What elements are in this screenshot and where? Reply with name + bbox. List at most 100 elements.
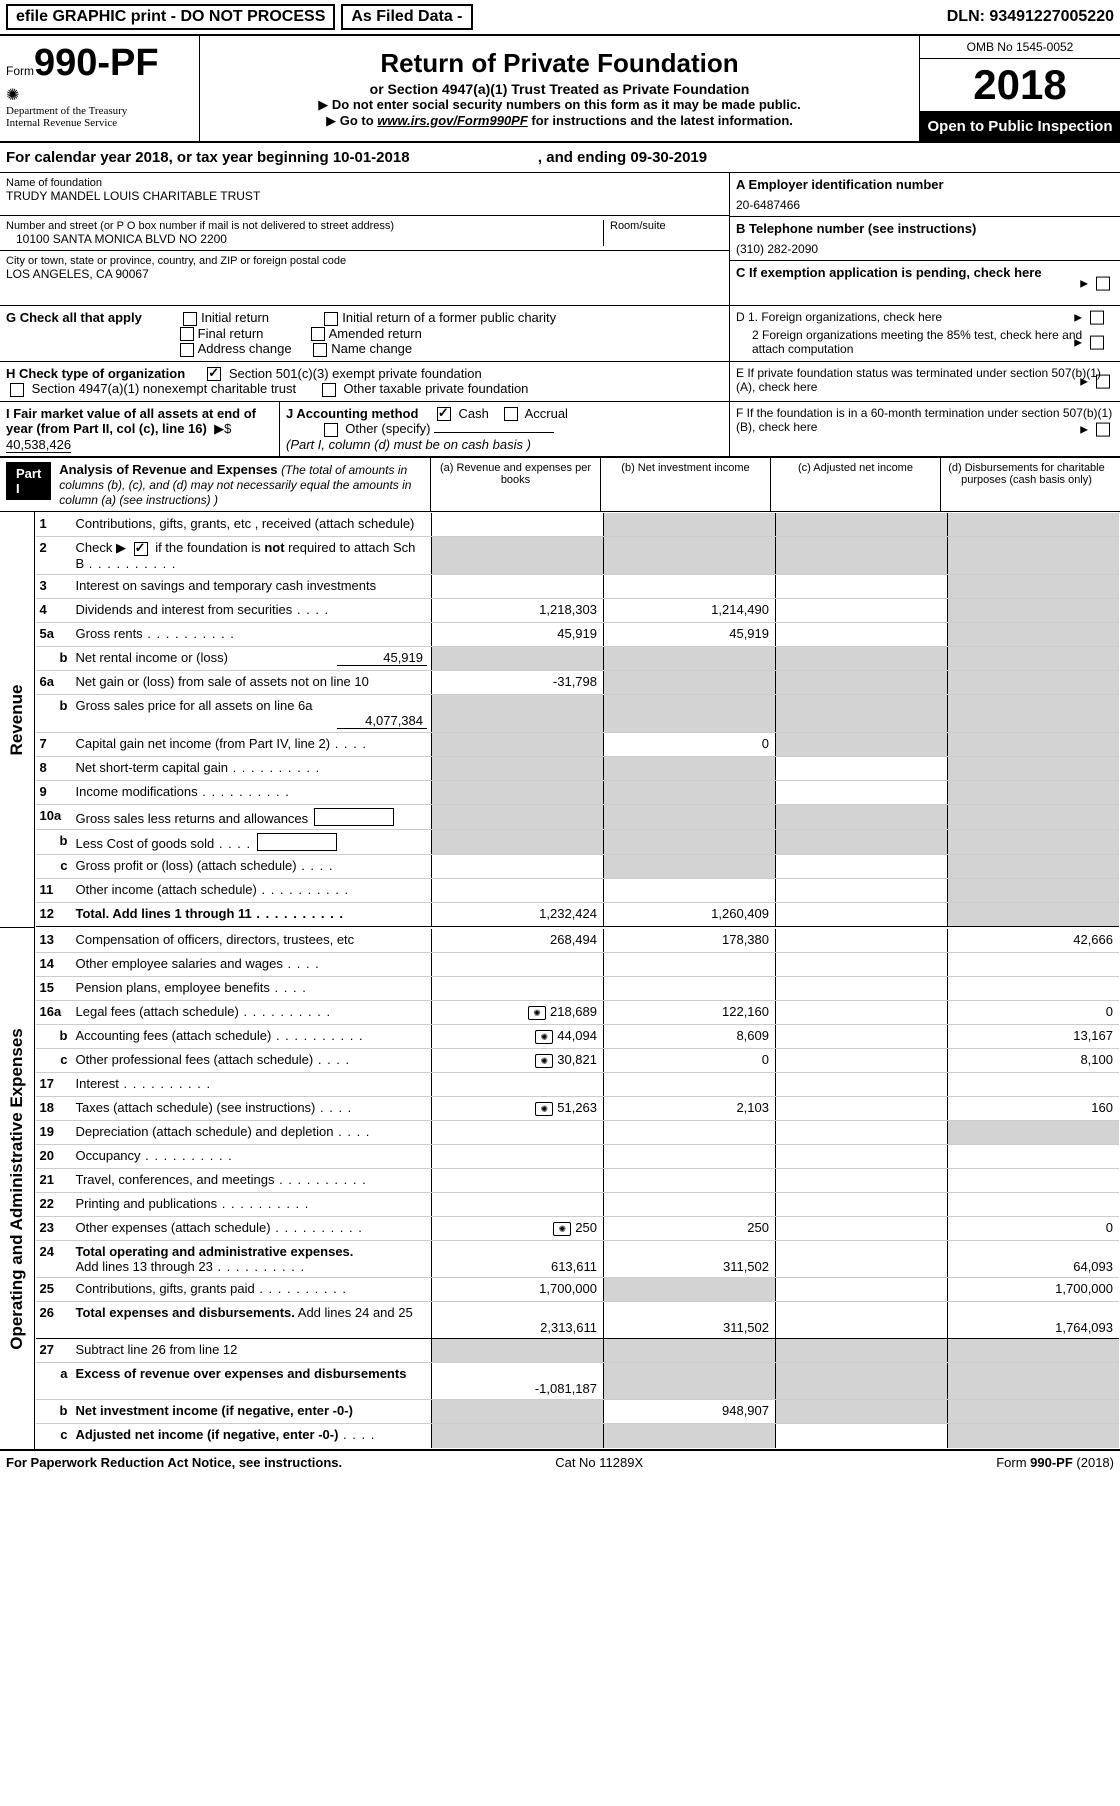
line-26: Total expenses and disbursements. Add li… xyxy=(72,1302,432,1338)
d2-checkbox[interactable] xyxy=(1090,335,1104,349)
r16b-a: 44,094 xyxy=(557,1028,597,1043)
j-accrual[interactable] xyxy=(504,407,518,421)
line-16a: Legal fees (attach schedule) xyxy=(72,1001,432,1024)
r5b-underline: 45,919 xyxy=(337,650,427,666)
line-27b: Net investment income (if negative, ente… xyxy=(72,1400,432,1423)
line-4: Dividends and interest from securities xyxy=(72,599,432,622)
r18-text: Taxes (attach schedule) (see instruction… xyxy=(76,1100,316,1115)
city-value: LOS ANGELES, CA 90067 xyxy=(6,267,723,281)
g-amended[interactable] xyxy=(311,327,325,341)
r12-text: Total. Add lines 1 through 11 xyxy=(76,906,252,921)
attach-icon[interactable]: ✺ xyxy=(553,1222,571,1236)
g-name[interactable] xyxy=(313,343,327,357)
r5a-b: 45,919 xyxy=(603,623,775,646)
asfiled-label: As Filed Data - xyxy=(341,4,472,30)
line-6a: Net gain or (loss) from sale of assets n… xyxy=(72,671,432,694)
footer-r-bold: 990-PF xyxy=(1030,1455,1073,1470)
open-public-badge: Open to Public Inspection xyxy=(920,112,1120,141)
r15-text: Pension plans, employee benefits xyxy=(76,980,270,995)
r18-b: 2,103 xyxy=(603,1097,775,1120)
line-19: Depreciation (attach schedule) and deple… xyxy=(72,1121,432,1144)
line-22: Printing and publications xyxy=(72,1193,432,1216)
g-final[interactable] xyxy=(180,327,194,341)
r6b-text: Gross sales price for all assets on line… xyxy=(76,698,313,713)
line-9: Income modifications xyxy=(72,781,432,804)
h-other-taxable[interactable] xyxy=(322,383,336,397)
j-other[interactable] xyxy=(324,423,338,437)
r25-text: Contributions, gifts, grants paid xyxy=(76,1281,255,1296)
dept-treasury: Department of the Treasury xyxy=(6,105,193,117)
g-initial-former[interactable] xyxy=(324,312,338,326)
r24-a: 613,611 xyxy=(551,1259,597,1274)
r27b-text: Net investment income (if negative, ente… xyxy=(76,1403,353,1418)
footer-right: Form 990-PF (2018) xyxy=(996,1455,1114,1470)
r16a-d: 0 xyxy=(947,1001,1119,1024)
r5a-a: 45,919 xyxy=(431,623,603,646)
r12-a: 1,232,424 xyxy=(431,903,603,926)
line-10a: Gross sales less returns and allowances xyxy=(72,805,432,829)
form-num-big: 990-PF xyxy=(34,42,159,84)
r25-d: 1,700,000 xyxy=(947,1278,1119,1301)
line-27: Subtract line 26 from line 12 xyxy=(72,1339,432,1362)
omb-number: OMB No 1545-0052 xyxy=(920,36,1120,59)
col-a-header: (a) Revenue and expenses per books xyxy=(430,458,600,511)
col-c-header: (c) Adjusted net income xyxy=(770,458,940,511)
attach-icon[interactable]: ✺ xyxy=(528,1006,546,1020)
r4-a: 1,218,303 xyxy=(431,599,603,622)
g-opt-5: Name change xyxy=(331,341,412,356)
r17-text: Interest xyxy=(76,1076,119,1091)
r23-text: Other expenses (attach schedule) xyxy=(76,1220,271,1235)
attach-icon[interactable]: ✺ xyxy=(535,1054,553,1068)
r11-text: Other income (attach schedule) xyxy=(76,882,257,897)
e-checkbox[interactable] xyxy=(1096,375,1110,389)
goto-pre: Go to xyxy=(340,113,378,128)
line-14: Other employee salaries and wages xyxy=(72,953,432,976)
line-27a: Excess of revenue over expenses and disb… xyxy=(72,1363,432,1399)
r16b-d: 13,167 xyxy=(947,1025,1119,1048)
form-title: Return of Private Foundation xyxy=(206,48,913,79)
line-12: Total. Add lines 1 through 11 xyxy=(72,903,432,926)
r16a-a: 218,689 xyxy=(550,1004,597,1019)
g-address[interactable] xyxy=(180,343,194,357)
f-checkbox[interactable] xyxy=(1096,422,1110,436)
expenses-side-label: Operating and Administrative Expenses xyxy=(7,1028,27,1350)
top-bar: efile GRAPHIC print - DO NOT PROCESS As … xyxy=(0,0,1120,36)
attach-icon[interactable]: ✺ xyxy=(535,1030,553,1044)
r16c-a: 30,821 xyxy=(557,1052,597,1067)
j-cash[interactable] xyxy=(437,407,451,421)
r2-checkbox[interactable] xyxy=(134,542,148,556)
line-17: Interest xyxy=(72,1073,432,1096)
cal-pre: For calendar year 2018, or tax year begi… xyxy=(6,149,333,166)
h-opt3: Other taxable private foundation xyxy=(343,381,528,396)
line-27c: Adjusted net income (if negative, enter … xyxy=(72,1424,432,1448)
line-21: Travel, conferences, and meetings xyxy=(72,1169,432,1192)
h-501c3[interactable] xyxy=(207,367,221,381)
col-d-header: (d) Disbursements for charitable purpose… xyxy=(940,458,1112,511)
j-other-label: Other (specify) xyxy=(345,421,430,436)
r16a-b: 122,160 xyxy=(603,1001,775,1024)
calendar-year-row: For calendar year 2018, or tax year begi… xyxy=(0,143,1120,173)
line-5b: Net rental income or (loss) 45,919 xyxy=(72,647,432,670)
line-24: Total operating and administrative expen… xyxy=(72,1241,432,1277)
form-word: Form xyxy=(6,64,34,78)
attach-icon[interactable]: ✺ xyxy=(535,1102,553,1116)
g-opt-3: Amended return xyxy=(329,326,422,341)
r26-text: Total expenses and disbursements. Add li… xyxy=(76,1305,413,1320)
h-4947[interactable] xyxy=(10,383,24,397)
line-6b: Gross sales price for all assets on line… xyxy=(72,695,432,732)
line-13: Compensation of officers, directors, tru… xyxy=(72,929,432,952)
r23-b: 250 xyxy=(603,1217,775,1240)
c-checkbox[interactable] xyxy=(1096,276,1110,290)
i-value: 40,538,426 xyxy=(6,437,71,453)
r18-d: 160 xyxy=(947,1097,1119,1120)
r26-b: 311,502 xyxy=(723,1320,769,1335)
h-opt2: Section 4947(a)(1) nonexempt charitable … xyxy=(32,381,296,396)
warn-text: Do not enter social security numbers on … xyxy=(332,97,801,112)
g-opt-4: Address change xyxy=(198,341,292,356)
d1-checkbox[interactable] xyxy=(1090,310,1104,324)
r6a-a: -31,798 xyxy=(431,671,603,694)
j-note: (Part I, column (d) must be on cash basi… xyxy=(286,437,531,452)
goto-line: ▶ Go to www.irs.gov/Form990PF for instru… xyxy=(206,113,913,129)
g-initial[interactable] xyxy=(183,312,197,326)
goto-link[interactable]: www.irs.gov/Form990PF xyxy=(377,113,528,128)
